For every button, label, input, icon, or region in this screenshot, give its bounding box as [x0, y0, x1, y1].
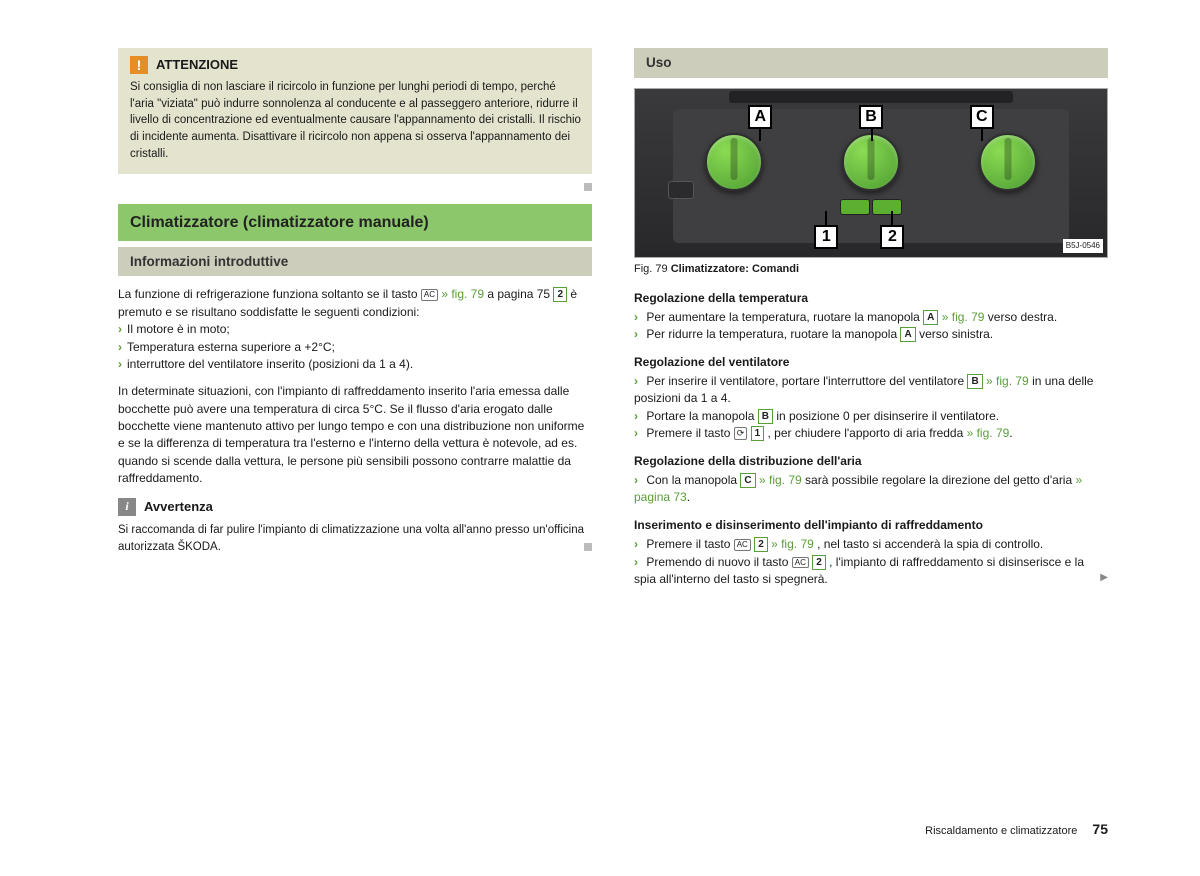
badge-C: C — [740, 473, 755, 488]
bullet-3: interruttore del ventilatore inserito (p… — [118, 356, 592, 373]
cool-bullet-1: Premere il tasto AC 2 » fig. 79 , nel ta… — [634, 536, 1108, 553]
temp-bullet-2: Per ridurre la temperatura, ruotare la m… — [634, 326, 1108, 343]
warning-body: Si consiglia di non lasciare il ricircol… — [130, 79, 582, 162]
temp-list: Per aumentare la temperatura, ruotare la… — [634, 309, 1108, 344]
vent-bullet-2: Portare la manopola B in posizione 0 per… — [634, 408, 1108, 425]
footer-section: Riscaldamento e climatizzatore — [925, 825, 1077, 837]
left-column: ! ATTENZIONE Si consiglia di non lasciar… — [118, 48, 592, 588]
right-column: Uso A B C 1 2 — [634, 48, 1108, 588]
temp-heading: Regolazione della temperatura — [634, 290, 1108, 307]
ac-badge: AC — [734, 539, 751, 551]
end-mark-icon — [584, 543, 592, 551]
paragraph-2: In determinate situazioni, con l'impiant… — [118, 383, 592, 487]
bullet-1: Il motore è in moto; — [118, 321, 592, 338]
fig79-ref: » fig. 79 — [986, 374, 1029, 388]
defrost-button — [668, 181, 694, 199]
warning-icon: ! — [130, 56, 148, 74]
vent-bullet-1: Per inserire il ventilatore, portare l'i… — [634, 373, 1108, 408]
label-1: 1 — [814, 225, 838, 249]
ac-button — [872, 199, 902, 215]
intro-text-b: a pagina 75 — [487, 287, 553, 301]
fig79-ref: » fig. 79 — [441, 287, 484, 301]
ac-badge: AC — [421, 289, 438, 301]
badge-2: 2 — [754, 537, 768, 552]
note-title: Avvertenza — [144, 498, 213, 517]
intro-paragraph: La funzione di refrigerazione funziona s… — [118, 286, 592, 373]
fig79-ref: » fig. 79 — [771, 537, 814, 551]
fig79-ref: » fig. 79 — [759, 473, 802, 487]
page-number: 75 — [1092, 821, 1108, 837]
continue-icon: ▶ — [1100, 571, 1108, 586]
recirc-button — [840, 199, 870, 215]
warning-title: ATTENZIONE — [156, 56, 238, 75]
label-C: C — [970, 105, 994, 129]
uso-heading: Uso — [634, 48, 1108, 78]
badge-A: A — [900, 327, 915, 342]
ac-badge: AC — [792, 557, 809, 569]
two-column-layout: ! ATTENZIONE Si consiglia di non lasciar… — [118, 48, 1108, 588]
subsection-heading: Informazioni introduttive — [118, 247, 592, 277]
note-box: i Avvertenza Si raccomanda di far pulire… — [118, 498, 592, 556]
badge-1: 1 — [751, 426, 765, 441]
badge-B: B — [758, 409, 773, 424]
section-heading: Climatizzatore (climatizzatore manuale) — [118, 204, 592, 241]
knob-B — [842, 133, 900, 191]
intro-text-a: La funzione di refrigerazione funziona s… — [118, 287, 421, 301]
air-bullet-1: Con la manopola C » fig. 79 sarà possibi… — [634, 472, 1108, 507]
figure-caption: Fig. 79 Climatizzatore: Comandi — [634, 262, 1108, 278]
badge-B: B — [967, 374, 982, 389]
vent-bullet-3: Premere il tasto ⟳ 1 , per chiudere l'ap… — [634, 425, 1108, 442]
cool-list: Premere il tasto AC 2 » fig. 79 , nel ta… — [634, 536, 1108, 588]
figure-code: B5J-0546 — [1063, 239, 1103, 253]
warning-box: ! ATTENZIONE Si consiglia di non lasciar… — [118, 48, 592, 174]
note-body: Si raccomanda di far pulire l'impianto d… — [118, 522, 592, 555]
conditions-list: Il motore è in moto; Temperatura esterna… — [118, 321, 592, 373]
vent-heading: Regolazione del ventilatore — [634, 354, 1108, 371]
figure-79: A B C 1 2 B5J-0546 Fig. 79 Climatizzator… — [634, 88, 1108, 278]
figure-image: A B C 1 2 B5J-0546 — [634, 88, 1108, 258]
cool-heading: Inserimento e disinserimento dell'impian… — [634, 517, 1108, 534]
recirc-badge: ⟳ — [734, 427, 748, 440]
label-2: 2 — [880, 225, 904, 249]
label-A: A — [748, 105, 772, 129]
label-B: B — [859, 105, 883, 129]
badge-2: 2 — [553, 287, 567, 302]
air-list: Con la manopola C » fig. 79 sarà possibi… — [634, 472, 1108, 507]
knob-A — [705, 133, 763, 191]
bullet-2: Temperatura esterna superiore a +2°C; — [118, 339, 592, 356]
page-footer: Riscaldamento e climatizzatore 75 — [925, 819, 1108, 840]
fig79-ref: » fig. 79 — [967, 426, 1010, 440]
end-mark-icon — [584, 183, 592, 191]
badge-2: 2 — [812, 555, 826, 570]
knob-C — [979, 133, 1037, 191]
temp-bullet-1: Per aumentare la temperatura, ruotare la… — [634, 309, 1108, 326]
info-icon: i — [118, 498, 136, 516]
cool-bullet-2: Premendo di nuovo il tasto AC 2 , l'impi… — [634, 554, 1108, 589]
badge-A: A — [923, 310, 938, 325]
vent-list: Per inserire il ventilatore, portare l'i… — [634, 373, 1108, 443]
fig79-ref: » fig. 79 — [942, 310, 985, 324]
air-heading: Regolazione della distribuzione dell'ari… — [634, 453, 1108, 470]
